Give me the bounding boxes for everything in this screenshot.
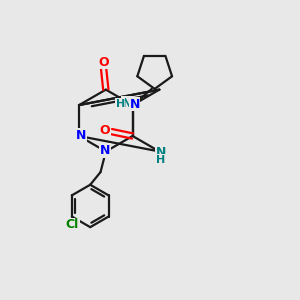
Text: N: N — [100, 144, 110, 157]
Text: H: H — [156, 155, 166, 165]
Text: O: O — [98, 56, 109, 69]
Text: O: O — [100, 124, 110, 136]
Text: N: N — [130, 98, 140, 111]
Text: N: N — [76, 129, 86, 142]
Text: N: N — [156, 146, 166, 159]
Text: Cl: Cl — [66, 218, 79, 231]
Text: H: H — [116, 99, 125, 109]
Text: N: N — [122, 97, 133, 110]
